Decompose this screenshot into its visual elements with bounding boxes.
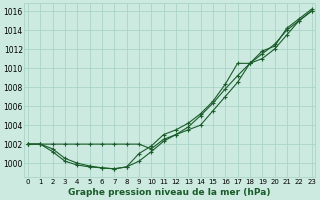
X-axis label: Graphe pression niveau de la mer (hPa): Graphe pression niveau de la mer (hPa) bbox=[68, 188, 271, 197]
